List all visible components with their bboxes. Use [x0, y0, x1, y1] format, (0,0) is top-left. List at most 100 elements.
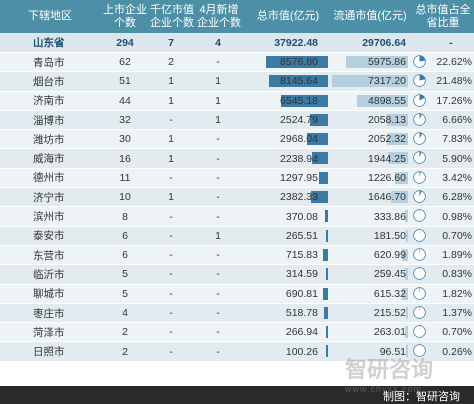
cell-new: 1 — [215, 114, 221, 127]
share-pie — [413, 113, 426, 126]
cell-listed: 6 — [122, 229, 128, 242]
summary-big: 7 — [168, 36, 174, 49]
circ-value-bar — [395, 171, 408, 184]
cell-new: - — [216, 326, 220, 339]
share-pie — [413, 344, 426, 358]
cell-total: 2382.33 — [280, 191, 318, 204]
cell-new: 1 — [215, 94, 221, 107]
footer: 制图：智研咨询 — [0, 386, 474, 404]
cell-share: 0.83% — [442, 268, 472, 281]
cell-region: 潍坊市 — [33, 133, 65, 146]
share-pie — [413, 209, 426, 223]
cell-listed: 10 — [119, 191, 131, 204]
cell-listed: 32 — [119, 114, 131, 127]
total-value-bar — [266, 56, 328, 68]
cell-share: 21.48% — [436, 75, 472, 88]
cell-total: 314.59 — [285, 268, 318, 281]
circ-value-bar — [387, 152, 408, 165]
header-new: 4月新增 企业个数 — [197, 4, 241, 29]
summary-listed: 294 — [116, 36, 134, 49]
cell-share: 6.66% — [442, 114, 472, 127]
cell-total: 100.26 — [285, 345, 318, 358]
cell-share: 5.90% — [442, 152, 472, 165]
table-row: 临沂市 5 - - 314.59 259.45 0.83% — [0, 265, 474, 285]
cell-region: 泰安市 — [33, 230, 65, 243]
cell-region: 德州市 — [33, 172, 65, 185]
cell-circ: 1226.60 — [368, 171, 406, 184]
cell-total: 8576.80 — [280, 56, 318, 69]
cell-circ: 5975.86 — [368, 56, 406, 69]
table-row: 菏泽市 2 - - 266.94 263.01 0.70% — [0, 323, 474, 343]
cell-listed: 51 — [119, 75, 131, 88]
header-big: 千亿市值 企业个数 — [150, 4, 194, 29]
share-pie — [413, 93, 426, 107]
cell-region: 东营市 — [33, 249, 65, 262]
share-pie — [413, 132, 426, 145]
cell-total: 2524.79 — [280, 114, 318, 127]
cell-region: 淄博市 — [33, 114, 65, 127]
total-value-bar — [326, 345, 328, 358]
summary-new: 4 — [215, 36, 221, 49]
circ-value-bar — [401, 287, 408, 300]
total-value-bar — [311, 152, 328, 165]
cell-circ: 259.45 — [373, 268, 406, 281]
cell-share: 3.42% — [442, 171, 472, 184]
share-pie — [413, 286, 426, 300]
cell-share: 1.37% — [442, 307, 472, 319]
share-pie-slice — [419, 248, 421, 255]
share-pie-slice — [419, 94, 425, 101]
cell-listed: 5 — [122, 268, 128, 281]
cell-listed: 11 — [119, 171, 131, 184]
total-value-bar — [323, 287, 328, 300]
table-row: 烟台市 51 1 1 8145.64 7317.20 21.48% — [0, 72, 474, 92]
share-pie-slice — [419, 171, 421, 178]
cell-total: 2968.04 — [280, 133, 318, 146]
cell-listed: 16 — [119, 152, 131, 165]
cell-listed: 4 — [122, 307, 128, 319]
share-pie — [413, 267, 426, 281]
circ-value-bar — [405, 268, 408, 281]
cell-big: - — [169, 249, 173, 262]
cell-share: 0.26% — [442, 345, 472, 358]
circ-value-bar — [386, 113, 408, 126]
table-header: 下辖地区 上市企业 个数 千亿市值 企业个数 4月新增 企业个数 总市值(亿元)… — [0, 0, 474, 33]
share-pie — [413, 171, 426, 184]
table-row: 东营市 6 - - 715.83 620.99 1.89% — [0, 245, 474, 266]
cell-big: 1 — [168, 152, 174, 165]
cell-big: - — [169, 345, 173, 358]
cell-region: 烟台市 — [33, 75, 65, 88]
summary-share: - — [449, 36, 453, 49]
share-pie — [413, 248, 426, 261]
total-value-bar — [306, 133, 328, 146]
cell-total: 266.94 — [285, 326, 318, 339]
cell-region: 滨州市 — [33, 211, 65, 224]
cell-region: 威海市 — [33, 153, 65, 166]
cell-circ: 1944.25 — [368, 152, 406, 165]
table-row: 聊城市 5 - - 690.81 615.32 1.82% — [0, 284, 474, 304]
cell-share: 7.83% — [442, 133, 472, 146]
circ-value-bar — [406, 229, 408, 242]
share-pie-slice — [419, 287, 421, 294]
cell-circ: 4898.55 — [368, 94, 406, 107]
circ-value-bar — [405, 326, 408, 339]
share-pie — [413, 306, 426, 319]
cell-big: 1 — [168, 75, 174, 88]
header-share: 总市值占全 省比重 — [415, 4, 471, 29]
cell-region: 聊城市 — [33, 288, 65, 301]
table-row: 济南市 44 1 1 6545.18 4898.55 17.26% — [0, 91, 474, 111]
circ-value-bar — [357, 94, 408, 107]
cell-share: 0.98% — [442, 210, 472, 223]
cell-new: - — [216, 249, 220, 262]
cell-circ: 7317.20 — [368, 75, 406, 88]
cell-region: 菏泽市 — [33, 326, 65, 339]
total-value-bar — [326, 229, 328, 242]
cell-circ: 263.01 — [373, 326, 406, 339]
share-pie-slice — [419, 55, 426, 62]
cell-total: 8145.64 — [280, 75, 318, 88]
circ-value-bar — [401, 248, 408, 261]
cell-circ: 333.86 — [373, 210, 406, 223]
circ-value-bar — [405, 306, 408, 319]
cell-region: 济宁市 — [33, 191, 65, 204]
table-row: 泰安市 6 - 1 265.51 181.50 0.70% — [0, 226, 474, 246]
header-circ: 流通市值(亿元) — [333, 10, 407, 22]
